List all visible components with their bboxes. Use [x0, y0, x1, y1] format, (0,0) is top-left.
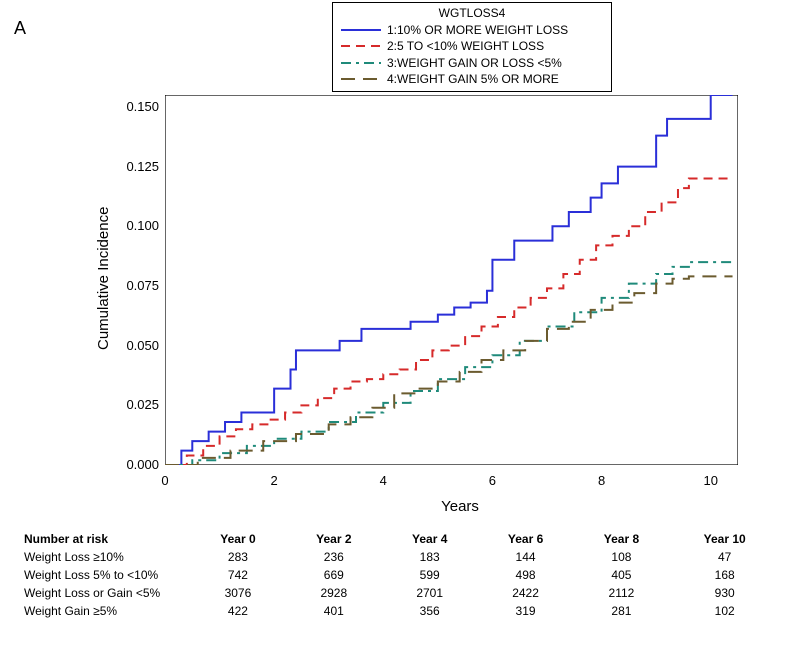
risk-cell: 2928	[286, 584, 382, 602]
risk-table-col-header: Year 8	[574, 530, 670, 548]
legend-item: 3:WEIGHT GAIN OR LOSS <5%	[341, 55, 603, 71]
x-tick-label: 4	[373, 473, 393, 488]
risk-cell: 283	[190, 548, 286, 566]
y-tick-label: 0.125	[115, 159, 159, 174]
legend-box: WGTLOSS4 1:10% OR MORE WEIGHT LOSS2:5 TO…	[332, 2, 612, 92]
y-tick-label: 0.025	[115, 397, 159, 412]
legend-item-label: 1:10% OR MORE WEIGHT LOSS	[387, 22, 568, 38]
risk-cell: 183	[382, 548, 478, 566]
x-tick-label: 2	[264, 473, 284, 488]
risk-cell: 2112	[574, 584, 670, 602]
risk-cell: 47	[669, 548, 780, 566]
risk-table-header: Number at risk	[20, 530, 190, 548]
legend-item-label: 2:5 TO <10% WEIGHT LOSS	[387, 38, 544, 54]
y-tick-label: 0.150	[115, 99, 159, 114]
risk-cell: 2422	[478, 584, 574, 602]
series-line	[165, 262, 733, 465]
risk-cell: 144	[478, 548, 574, 566]
table-row: Weight Loss or Gain <5%30762928270124222…	[20, 584, 780, 602]
risk-row-label: Weight Gain ≥5%	[20, 602, 190, 620]
number-at-risk-table: Number at riskYear 0Year 2Year 4Year 6Ye…	[20, 530, 780, 620]
x-tick-label: 0	[155, 473, 175, 488]
risk-table-col-header: Year 2	[286, 530, 382, 548]
risk-cell: 401	[286, 602, 382, 620]
cumulative-incidence-chart	[165, 95, 738, 465]
risk-cell: 742	[190, 566, 286, 584]
y-tick-label: 0.000	[115, 457, 159, 472]
y-tick-label: 0.075	[115, 278, 159, 293]
legend-item: 2:5 TO <10% WEIGHT LOSS	[341, 38, 603, 54]
risk-row-label: Weight Loss or Gain <5%	[20, 584, 190, 602]
risk-table-col-header: Year 0	[190, 530, 286, 548]
x-axis-label: Years	[430, 498, 490, 515]
x-tick-label: 10	[701, 473, 721, 488]
panel-label: A	[14, 18, 26, 39]
risk-cell: 498	[478, 566, 574, 584]
risk-cell: 2701	[382, 584, 478, 602]
risk-cell: 422	[190, 602, 286, 620]
risk-table-col-header: Year 4	[382, 530, 478, 548]
risk-row-label: Weight Loss 5% to <10%	[20, 566, 190, 584]
series-line	[165, 276, 733, 465]
series-line	[165, 95, 733, 465]
plot-area	[165, 95, 738, 465]
risk-cell: 108	[574, 548, 670, 566]
risk-cell: 930	[669, 584, 780, 602]
y-tick-label: 0.100	[115, 218, 159, 233]
legend-item: 4:WEIGHT GAIN 5% OR MORE	[341, 71, 603, 87]
risk-cell: 669	[286, 566, 382, 584]
risk-cell: 319	[478, 602, 574, 620]
x-tick-label: 6	[482, 473, 502, 488]
risk-cell: 236	[286, 548, 382, 566]
table-row: Weight Loss 5% to <10%742669599498405168	[20, 566, 780, 584]
legend-item-label: 3:WEIGHT GAIN OR LOSS <5%	[387, 55, 562, 71]
risk-row-label: Weight Loss ≥10%	[20, 548, 190, 566]
risk-table-col-header: Year 10	[669, 530, 780, 548]
risk-cell: 168	[669, 566, 780, 584]
series-line	[165, 179, 733, 465]
legend-item: 1:10% OR MORE WEIGHT LOSS	[341, 22, 603, 38]
table-row: Weight Gain ≥5%422401356319281102	[20, 602, 780, 620]
risk-table-col-header: Year 6	[478, 530, 574, 548]
legend-title: WGTLOSS4	[341, 5, 603, 21]
table-row: Weight Loss ≥10%28323618314410847	[20, 548, 780, 566]
y-axis-label: Cumulative Incidence	[95, 207, 112, 350]
risk-cell: 599	[382, 566, 478, 584]
risk-cell: 102	[669, 602, 780, 620]
risk-cell: 281	[574, 602, 670, 620]
y-tick-label: 0.050	[115, 338, 159, 353]
legend-item-label: 4:WEIGHT GAIN 5% OR MORE	[387, 71, 559, 87]
risk-cell: 356	[382, 602, 478, 620]
x-tick-label: 8	[592, 473, 612, 488]
risk-cell: 3076	[190, 584, 286, 602]
risk-cell: 405	[574, 566, 670, 584]
